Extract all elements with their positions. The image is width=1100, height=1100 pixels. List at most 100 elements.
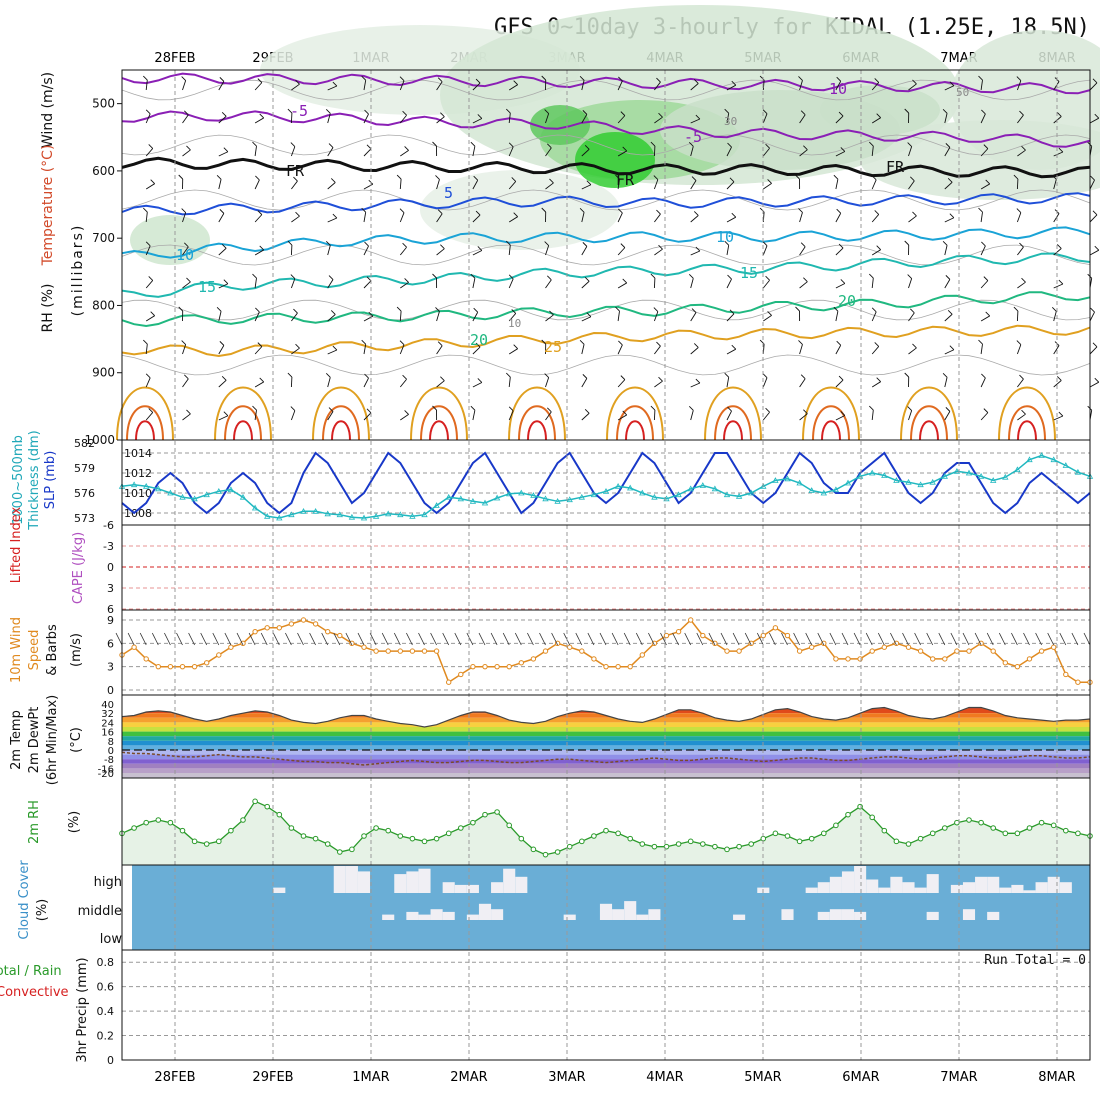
wind-barb bbox=[986, 632, 994, 646]
wind-barb-flag bbox=[186, 409, 191, 415]
axis-label-precip: 3hr Precip (mm) bbox=[75, 957, 90, 1062]
thickness-point bbox=[143, 483, 150, 489]
wind-barb-flag bbox=[361, 207, 367, 213]
wind-barb-flag bbox=[328, 407, 334, 412]
wind-barb bbox=[950, 632, 958, 646]
wind-barb bbox=[690, 215, 699, 223]
wind-barb bbox=[944, 349, 955, 355]
cloud-bar bbox=[975, 876, 988, 893]
wind-barb bbox=[1016, 80, 1022, 91]
wind-barb bbox=[575, 632, 583, 646]
wind-barb bbox=[871, 179, 877, 190]
contour-label: -10 bbox=[820, 80, 847, 98]
rh-point bbox=[736, 843, 742, 850]
rh-point bbox=[421, 838, 428, 845]
wind-speed-point bbox=[288, 621, 295, 627]
wind-barb-flag bbox=[653, 175, 659, 180]
wind-barb bbox=[908, 312, 915, 322]
wind-barb bbox=[145, 412, 154, 421]
wind-barb-flag bbox=[255, 307, 260, 313]
wind-barb-flag bbox=[945, 407, 951, 412]
wind-barb bbox=[291, 312, 298, 322]
hot-contour bbox=[331, 420, 351, 441]
rh-point bbox=[845, 811, 851, 818]
wind-barb-flag bbox=[800, 242, 806, 248]
wind-speed-point bbox=[688, 617, 694, 623]
precip-ylabels: Total / Rain Convective 3hr Precip (mm) bbox=[0, 957, 90, 1062]
thickness-point bbox=[324, 510, 331, 517]
wind-barb bbox=[176, 632, 183, 646]
wind-barb bbox=[436, 81, 443, 91]
wind-barb bbox=[871, 410, 874, 421]
wind-barb bbox=[472, 312, 479, 322]
wind-barb-flag bbox=[219, 77, 225, 82]
wind-barb bbox=[726, 146, 732, 157]
contour-label: 10 bbox=[508, 317, 521, 330]
wind-barb-flag bbox=[435, 175, 440, 180]
wind-barb-flag bbox=[440, 376, 445, 382]
wind-barb-flag bbox=[586, 180, 592, 186]
temp-band bbox=[122, 754, 1090, 760]
wind-barb bbox=[145, 245, 151, 256]
wind-barb bbox=[732, 632, 740, 646]
thickness-point bbox=[445, 493, 452, 500]
wind-speed-point bbox=[700, 632, 706, 639]
wind-barb-flag bbox=[840, 411, 846, 416]
wind-barb-flag bbox=[330, 178, 336, 183]
rh-point bbox=[155, 817, 162, 823]
wind-barb-flag bbox=[650, 141, 656, 147]
temperature-contour bbox=[121, 110, 1091, 148]
wind-barb bbox=[1016, 344, 1022, 355]
wind-barb-flag bbox=[364, 241, 369, 247]
rh-point bbox=[603, 827, 609, 834]
thickness-point bbox=[820, 489, 827, 496]
temp-band bbox=[122, 745, 1090, 750]
wind-barb-flag bbox=[691, 176, 697, 181]
wind-barb bbox=[393, 632, 401, 646]
rh-point bbox=[397, 833, 404, 839]
wind-barb bbox=[944, 147, 951, 157]
wind-barb bbox=[835, 213, 842, 223]
wind-barb bbox=[145, 80, 148, 91]
thickness-point bbox=[360, 514, 368, 521]
wind-barb-flag bbox=[1016, 340, 1022, 345]
wind-barb-flag bbox=[1092, 210, 1098, 216]
thickness-point bbox=[917, 481, 924, 488]
wind-barb-flag bbox=[949, 81, 955, 87]
wind-barb-flag bbox=[511, 177, 517, 182]
wind-speed-point bbox=[337, 632, 343, 639]
wind-barb bbox=[587, 632, 595, 646]
wind-barb bbox=[254, 381, 264, 388]
wind-barb bbox=[218, 283, 229, 289]
wind-barb-flag bbox=[731, 344, 737, 350]
wind-barb bbox=[769, 632, 776, 646]
thickness-point bbox=[965, 469, 973, 476]
wind-barb-flag bbox=[1056, 376, 1062, 381]
wind-barb bbox=[545, 182, 554, 190]
wind-barb bbox=[145, 377, 151, 388]
axis-label-convective: Convective bbox=[0, 985, 69, 1000]
wind-barb-flag bbox=[366, 276, 372, 282]
axis-label-wind: Wind (m/s) bbox=[40, 72, 56, 148]
wind-barb-flag bbox=[219, 341, 225, 346]
axis-label-10m-wind: 10m Wind bbox=[9, 617, 24, 683]
wind-barb bbox=[1053, 213, 1060, 223]
wind-barb bbox=[472, 82, 481, 91]
wind-speed-point bbox=[930, 656, 936, 662]
wind-barb bbox=[472, 410, 476, 421]
wind-barb bbox=[799, 114, 806, 124]
wind-barb-flag bbox=[942, 108, 948, 114]
wind-barb-flag bbox=[615, 306, 620, 312]
wind-barb-flag bbox=[402, 374, 407, 380]
contour-label: 5 bbox=[444, 184, 453, 202]
wind-speed-point bbox=[1075, 679, 1081, 685]
wind-barb bbox=[581, 378, 588, 388]
wind-barb bbox=[285, 632, 292, 646]
rh-contour bbox=[121, 299, 1091, 321]
wind-barb-flag bbox=[868, 141, 874, 147]
wind-speed-point bbox=[179, 663, 186, 670]
wind-barb-flag bbox=[978, 75, 983, 81]
wind-barb-flag bbox=[798, 340, 803, 345]
wind-barb-flag bbox=[650, 405, 656, 411]
wind-barb-flag bbox=[947, 309, 953, 315]
